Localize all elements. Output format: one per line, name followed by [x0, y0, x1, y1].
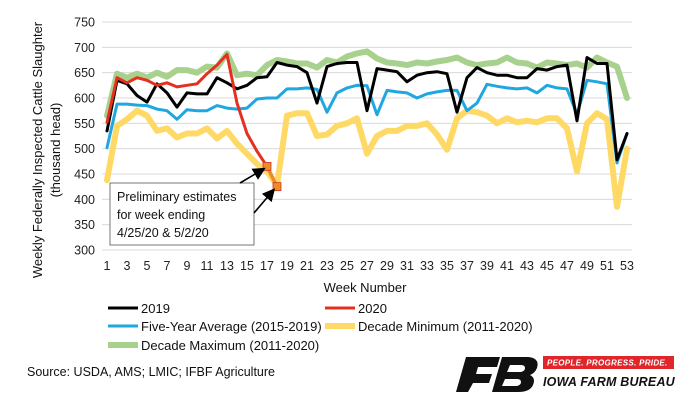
annotation: Preliminary estimates for week ending 4/… [109, 167, 276, 246]
x-tick-label: 23 [320, 259, 334, 273]
x-tick-label: 3 [124, 259, 131, 273]
x-tick-label: 7 [164, 259, 171, 273]
x-tick-label: 5 [144, 259, 151, 273]
x-tick-label: 27 [360, 259, 374, 273]
x-tick-label: 51 [600, 259, 614, 273]
preliminary-point-week-18 [272, 182, 282, 192]
y-tick-label: 750 [74, 16, 95, 30]
annotation-line-2: for week ending [117, 208, 205, 222]
y-tick-label: 550 [74, 117, 95, 131]
series-five-year-average-2015-2019 [105, 78, 629, 165]
x-tick-label: 17 [260, 259, 274, 273]
x-tick-label: 49 [580, 259, 594, 273]
series-decade-maximum-2011-2020 [104, 48, 630, 119]
arrow-to-week-17 [239, 167, 266, 184]
x-axis-title: Week Number [324, 280, 408, 295]
preliminary-point-week-17 [262, 161, 272, 171]
y-axis-ticks: 300 350 400 450 500 550 600 650 700 750 [74, 16, 95, 258]
x-tick-label: 53 [620, 259, 634, 273]
annotation-line-1: Preliminary estimates [117, 190, 236, 204]
x-tick-label: 37 [460, 259, 474, 273]
y-tick-label: 400 [74, 193, 95, 207]
legend-label-2020: 2020 [358, 301, 387, 316]
x-tick-label: 19 [280, 259, 294, 273]
legend-label-decade-maximum: Decade Maximum (2011-2020) [141, 338, 319, 353]
x-tick-label: 1 [104, 259, 111, 273]
y-tick-label: 350 [74, 218, 95, 232]
legend-label-five-year-average: Five-Year Average (2015-2019) [141, 319, 322, 334]
x-tick-label: 29 [380, 259, 394, 273]
x-tick-label: 25 [340, 259, 354, 273]
iowa-farm-bureau-logo: PEOPLE. PROGRESS. PRIDE. IOWA FARM BUREA… [456, 356, 676, 392]
x-tick-label: 15 [240, 259, 254, 273]
y-tick-label: 300 [74, 244, 95, 258]
brand-tagline-bar [543, 356, 674, 369]
y-tick-label: 450 [74, 168, 95, 182]
x-tick-label: 13 [220, 259, 234, 273]
x-tick-label: 11 [201, 259, 214, 273]
y-tick-label: 500 [74, 142, 95, 156]
x-tick-label: 39 [480, 259, 494, 273]
arrow-to-week-18 [253, 188, 276, 214]
x-tick-label: 47 [560, 259, 574, 273]
annotation-line-3: 4/25/20 & 5/2/20 [117, 226, 209, 240]
legend-label-2019: 2019 [141, 301, 170, 316]
x-tick-label: 21 [300, 259, 314, 273]
x-tick-label: 41 [500, 259, 514, 273]
x-tick-label: 33 [420, 259, 434, 273]
series-lines [104, 48, 630, 210]
x-tick-label: 35 [440, 259, 454, 273]
y-tick-label: 650 [74, 66, 95, 80]
x-tick-label: 45 [540, 259, 554, 273]
series-2019 [105, 56, 629, 162]
brand-tagline: PEOPLE. PROGRESS. PRIDE. [547, 359, 668, 368]
x-axis-ticks: 1 3 5 7 9 11 13 15 17 19 21 23 25 27 29 31 33 35 37 39 41 43 4… [104, 259, 634, 273]
x-tick-label: 9 [184, 259, 191, 273]
source-note: Source: USDA, AMS; LMIC; IFBF Agricultur… [27, 365, 275, 379]
legend-label-decade-minimum: Decade Minimum (2011-2020) [358, 319, 533, 334]
y-tick-label: 600 [74, 92, 95, 106]
series-decade-minimum-2011-2020 [104, 107, 630, 210]
x-tick-label: 31 [400, 259, 414, 273]
y-tick-label: 700 [74, 41, 95, 55]
fb-mark-icon [456, 357, 538, 392]
y-axis-title: Weekly Federally Inspected Cattle Slaugh… [30, 21, 45, 278]
series-2020 [105, 52, 279, 189]
x-tick-label: 43 [520, 259, 534, 273]
brand-name: IOWA FARM BUREAU [543, 375, 676, 389]
legend: 2019 2020 Five-Year Average (2015-2019) … [108, 301, 533, 353]
y-axis-units: (thousand head) [48, 103, 63, 198]
annotation-box [109, 182, 255, 246]
